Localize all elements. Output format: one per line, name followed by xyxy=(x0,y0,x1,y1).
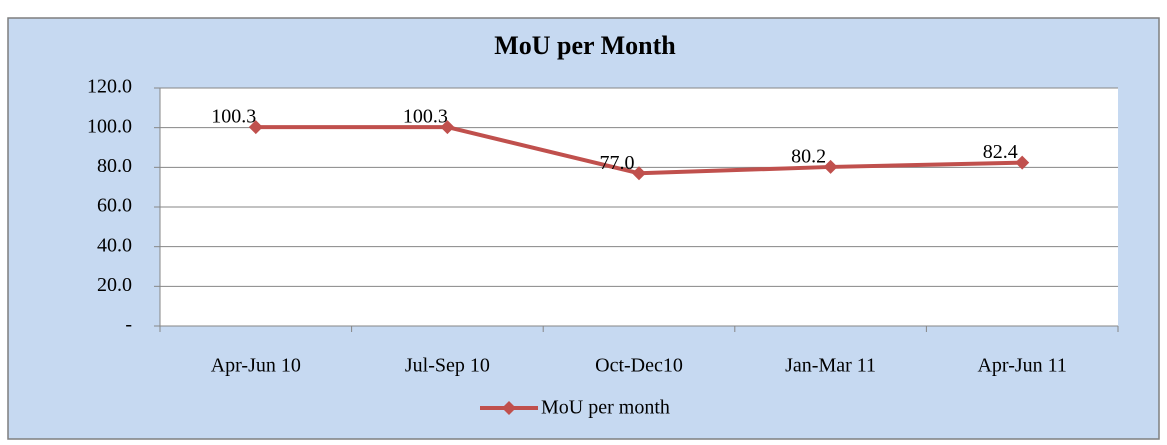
point-marker xyxy=(1015,155,1030,170)
y-tick-label: - xyxy=(125,314,132,336)
data-label: 77.0 xyxy=(600,152,635,174)
x-tick-label: Apr-Jun 11 xyxy=(977,355,1066,377)
x-tick-label: Jan-Mar 11 xyxy=(785,355,876,377)
point-marker xyxy=(632,166,646,181)
y-tick-label: 60.0 xyxy=(97,195,132,217)
point-marker xyxy=(440,120,455,135)
data-label: 100.3 xyxy=(403,106,448,128)
chart-title: MoU per Month xyxy=(494,31,676,60)
point-marker xyxy=(823,159,838,174)
data-label: 82.4 xyxy=(983,141,1018,163)
point-marker xyxy=(248,120,263,135)
y-tick-label: 80.0 xyxy=(97,155,132,177)
y-tick-label: 40.0 xyxy=(97,234,132,256)
data-label: 100.3 xyxy=(211,106,256,128)
data-label: 80.2 xyxy=(791,146,826,168)
x-tick-label: Oct-Dec10 xyxy=(595,355,683,377)
y-tick-label: 20.0 xyxy=(97,274,132,296)
y-tick-label: 100.0 xyxy=(87,115,132,137)
x-tick-label: Jul-Sep 10 xyxy=(405,355,490,377)
y-tick-label: 120.0 xyxy=(87,76,132,98)
legend-marker xyxy=(502,401,516,415)
legend-label: MoU per month xyxy=(541,397,670,419)
x-tick-label: Apr-Jun 10 xyxy=(211,355,301,377)
